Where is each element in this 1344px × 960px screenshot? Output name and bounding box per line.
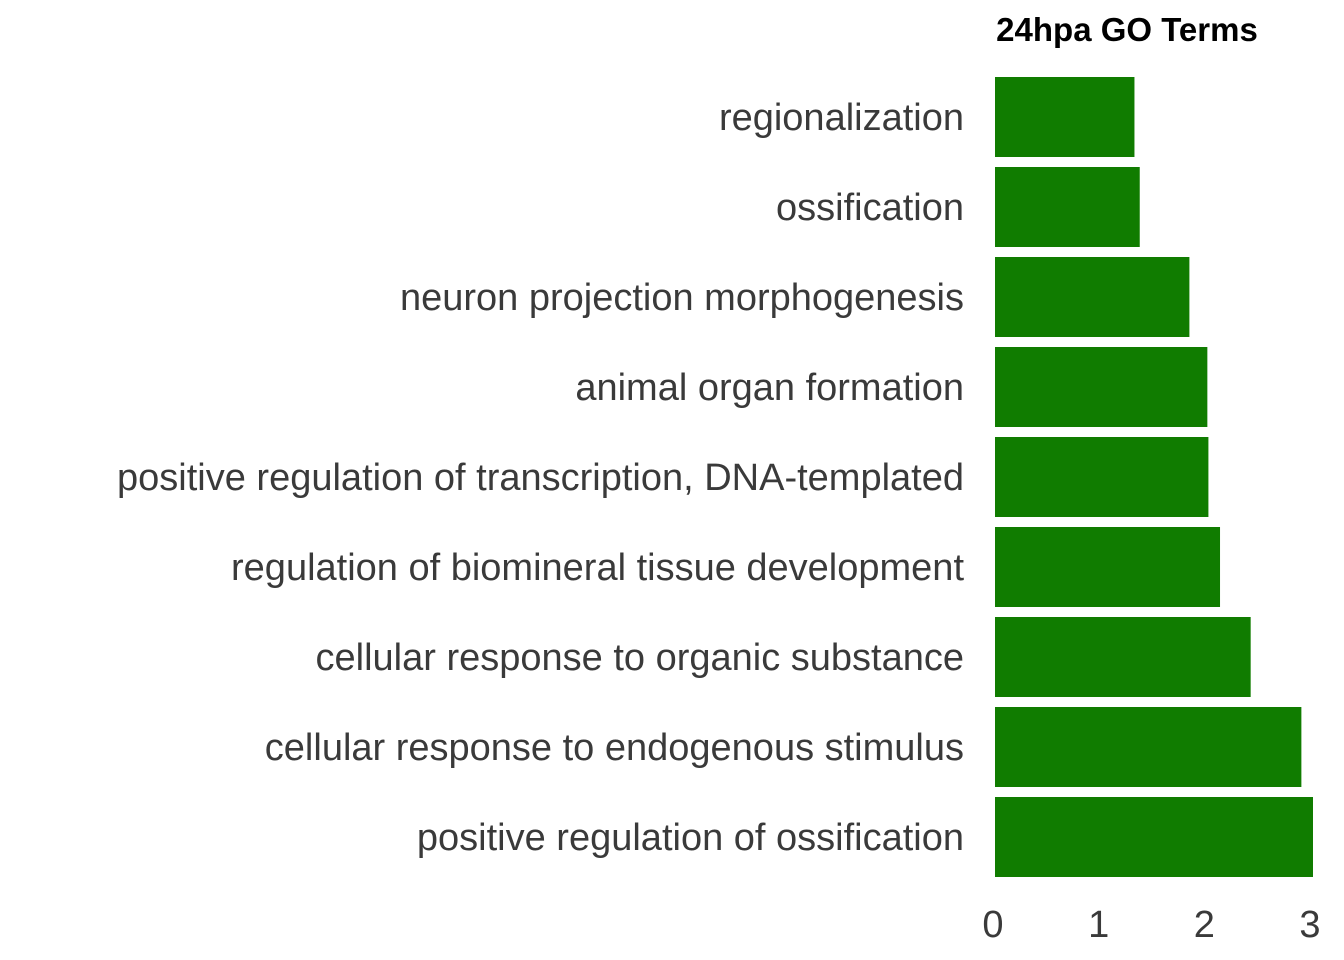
bar-1 — [995, 167, 1140, 247]
category-label-5: regulation of biomineral tissue developm… — [231, 547, 964, 589]
x-tick-label-2: 2 — [1194, 904, 1215, 946]
x-tick-label-3: 3 — [1299, 904, 1320, 946]
bar-5 — [995, 527, 1221, 607]
x-tick-label-1: 1 — [1088, 904, 1109, 946]
category-label-7: cellular response to endogenous stimulus — [265, 727, 964, 769]
category-label-0: regionalization — [719, 97, 964, 139]
bar-7 — [995, 707, 1302, 787]
bar-6 — [995, 617, 1251, 697]
bars-group — [995, 77, 1313, 877]
x-axis-ticks: 0 1 2 3 — [982, 904, 1320, 946]
bar-4 — [995, 437, 1209, 517]
category-label-1: ossification — [776, 187, 964, 229]
x-tick-label-0: 0 — [982, 904, 1003, 946]
bar-0 — [995, 77, 1135, 157]
category-labels: regionalization ossification neuron projec… — [117, 97, 964, 859]
chart-title: 24hpa GO Terms — [996, 11, 1258, 48]
category-label-6: cellular response to organic substance — [316, 637, 965, 679]
category-label-4: positive regulation of transcription, DN… — [117, 457, 964, 499]
category-label-3: animal organ formation — [575, 367, 964, 409]
category-label-8: positive regulation of ossification — [417, 817, 964, 859]
category-label-2: neuron projection morphogenesis — [400, 277, 964, 319]
bar-3 — [995, 347, 1208, 427]
bar-2 — [995, 257, 1190, 337]
bar-8 — [995, 797, 1313, 877]
